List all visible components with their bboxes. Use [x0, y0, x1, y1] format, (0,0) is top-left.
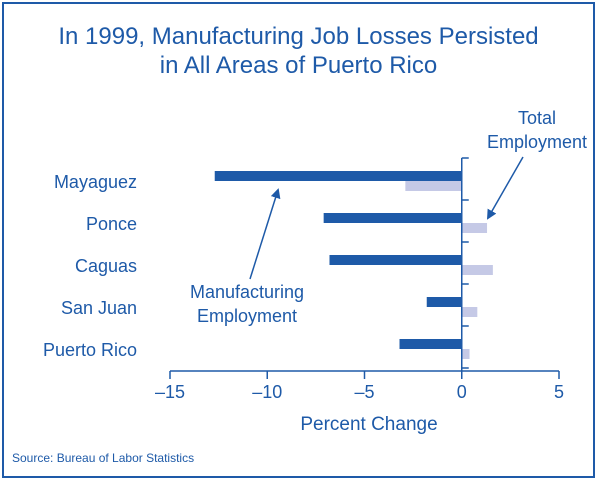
annotation-total-employment: Total Employment: [487, 108, 587, 220]
x-tick-label: –5: [354, 382, 374, 402]
chart-title-line-1: In 1999, Manufacturing Job Losses Persis…: [58, 23, 539, 50]
bar-manufacturing-employment-caguas: [329, 255, 462, 265]
annotation-manufacturing-employment: Manufacturing Employment: [190, 188, 304, 326]
bar-total-employment-san-juan: [461, 307, 478, 317]
annotation-label-line-2: Employment: [487, 132, 587, 152]
category-label-ponce: Ponce: [86, 214, 137, 234]
bar-manufacturing-employment-san-juan: [426, 297, 462, 307]
source-note: Source: Bureau of Labor Statistics: [12, 451, 195, 465]
x-tick-label: –15: [155, 382, 185, 402]
bar-total-employment-mayaguez: [405, 181, 462, 191]
category-label-mayaguez: Mayaguez: [54, 172, 137, 192]
x-axis-label: Percent Change: [300, 414, 437, 435]
bar-total-employment-ponce: [461, 223, 488, 233]
annotation-label-line-1: Total: [518, 108, 556, 128]
annotation-label-line-2: Employment: [197, 306, 297, 326]
annotations-group: Manufacturing Employment Total Employment: [190, 108, 587, 326]
bar-manufacturing-employment-puerto-rico: [399, 339, 462, 349]
annotation-arrow: [249, 188, 281, 280]
category-label-san-juan: San Juan: [61, 298, 137, 318]
x-tick-label: –10: [252, 382, 282, 402]
bar-total-employment-puerto-rico: [461, 349, 470, 359]
chart-title-line-2: in All Areas of Puerto Rico: [159, 52, 438, 79]
chart-title: In 1999, Manufacturing Job Losses Persis…: [0, 22, 597, 80]
x-tick-label: 0: [457, 382, 467, 402]
category-label-caguas: Caguas: [75, 256, 137, 276]
category-labels-group: Mayaguez Ponce Caguas San Juan Puerto Rico: [43, 172, 137, 360]
bars-group: [214, 171, 493, 359]
x-tick-label: 5: [554, 382, 564, 402]
bar-manufacturing-employment-mayaguez: [214, 171, 462, 181]
bar-total-employment-caguas: [461, 265, 493, 275]
bar-manufacturing-employment-ponce: [323, 213, 462, 223]
axes-group: [169, 157, 560, 379]
tick-labels-group: –15 –10 –5 0 5: [155, 382, 564, 402]
category-label-puerto-rico: Puerto Rico: [43, 340, 137, 360]
annotation-arrow: [487, 156, 524, 220]
annotation-label-line-1: Manufacturing: [190, 282, 304, 302]
